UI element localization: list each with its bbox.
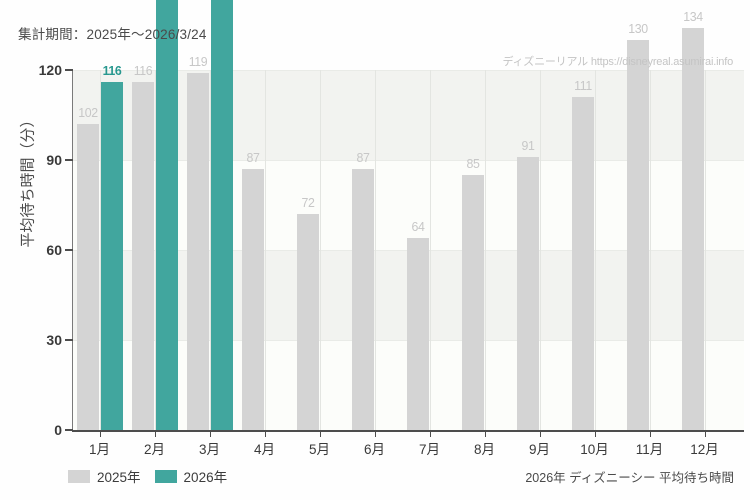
x-axis-tick (594, 432, 596, 437)
y-axis-tick-label: 0 (54, 422, 62, 438)
bar-2025-1月 (76, 124, 99, 430)
x-axis-line (72, 430, 744, 432)
x-label-11月: 11月 (635, 442, 664, 457)
bar-2025-10月 (571, 97, 594, 430)
x-label-2月: 2月 (143, 442, 165, 457)
x-axis-tick (154, 432, 156, 437)
bar-value-label-2025-2月: 116 (133, 63, 152, 78)
x-axis-tick (374, 432, 376, 437)
legend-swatch-2025 (68, 469, 90, 483)
bar-2026-3月 (210, 0, 233, 430)
x-label-7月: 7月 (418, 442, 440, 457)
vertical-gridline (594, 70, 596, 430)
y-axis-tick-label: 120 (38, 62, 62, 78)
x-axis-tick (209, 432, 211, 437)
bar-2026-1月 (100, 82, 123, 430)
bar-2025-8月 (461, 175, 484, 430)
bar-2025-6月 (351, 169, 374, 430)
vertical-gridline (484, 70, 486, 430)
bar-value-label-2026-1月: 116 (102, 63, 121, 78)
bar-value-label-2025-7月: 64 (410, 219, 424, 234)
vertical-gridline (539, 70, 541, 430)
x-axis-tick (649, 432, 651, 437)
bar-value-label-2025-9月: 91 (520, 138, 534, 153)
y-axis-tick (65, 69, 73, 71)
vertical-gridline (649, 70, 651, 430)
y-axis-tick (65, 339, 73, 341)
bar-2025-3月 (186, 73, 209, 430)
x-label-4月: 4月 (253, 442, 275, 457)
bar-2026-2月 (155, 0, 178, 430)
y-axis-title: 平均待ち時間（分） (19, 112, 37, 248)
bar-2025-9月 (516, 157, 539, 430)
x-label-3月: 3月 (198, 442, 220, 457)
bar-2025-5月 (296, 214, 319, 430)
vertical-gridline (429, 70, 431, 430)
x-axis-tick (99, 432, 101, 437)
y-axis-tick (65, 429, 73, 431)
vertical-gridline (209, 70, 211, 430)
legend-item-2026: 2026年 (154, 466, 228, 486)
bar-value-label-2025-1月: 102 (77, 105, 98, 120)
bar-value-label-2025-4月: 87 (245, 150, 259, 165)
y-axis-tick-label: 90 (46, 152, 62, 168)
bar-2025-4月 (241, 169, 264, 430)
watermark: ディズニーリアル https://disneyreal.asumirai.inf… (502, 56, 733, 68)
x-label-12月: 12月 (690, 442, 719, 457)
bar-value-label-2025-8月: 85 (465, 156, 479, 171)
x-label-6月: 6月 (363, 442, 385, 457)
chart-caption: 2026年 ディズニーシー 平均待ち時間 (525, 471, 734, 485)
plot-area: 102 116 116 119 87 72 87 64 85 91 111 130 134 (72, 0, 744, 431)
x-axis-tick (319, 432, 321, 437)
vertical-gridline (99, 70, 101, 430)
x-axis-tick (539, 432, 541, 437)
bar-value-label-2025-12月: 134 (682, 9, 703, 24)
vertical-gridline (374, 70, 376, 430)
legend-label-2025: 2025年 (97, 470, 141, 485)
bar-value-label-2025-5月: 72 (300, 195, 314, 210)
bar-value-label-2025-6月: 87 (355, 150, 369, 165)
x-axis-tick (484, 432, 486, 437)
legend-item-2025: 2025年 (68, 466, 141, 486)
period-note: 集計期間：2025年～2026/3/24 (18, 27, 207, 42)
x-axis-tick (704, 432, 706, 437)
legend-swatch-2026 (154, 469, 177, 483)
y-axis-tick-label: 60 (46, 242, 62, 258)
x-label-5月: 5月 (308, 442, 330, 457)
legend-label-2026: 2026年 (183, 470, 228, 485)
bar-2025-2月 (131, 82, 154, 430)
x-axis-tick (429, 432, 431, 437)
y-axis-tick (65, 159, 73, 161)
bar-2025-12月 (681, 28, 704, 430)
x-label-10月: 10月 (580, 442, 609, 457)
bar-value-label-2025-10月: 111 (573, 78, 592, 93)
x-axis-tick (264, 432, 266, 437)
vertical-gridline (264, 70, 266, 430)
bar-2025-11月 (626, 40, 649, 430)
vertical-gridline (154, 70, 156, 430)
y-axis-tick-label: 30 (46, 332, 62, 348)
bar-value-label-2025-11月: 130 (627, 21, 648, 36)
x-label-1月: 1月 (88, 442, 110, 457)
x-label-8月: 8月 (473, 442, 495, 457)
legend: 2025年 2026年 (68, 466, 241, 486)
x-label-9月: 9月 (528, 442, 550, 457)
y-axis-tick (65, 249, 73, 251)
vertical-gridline (704, 70, 706, 430)
bar-value-label-2025-3月: 119 (188, 54, 207, 69)
vertical-gridline (319, 70, 321, 430)
bar-2025-7月 (406, 238, 429, 430)
